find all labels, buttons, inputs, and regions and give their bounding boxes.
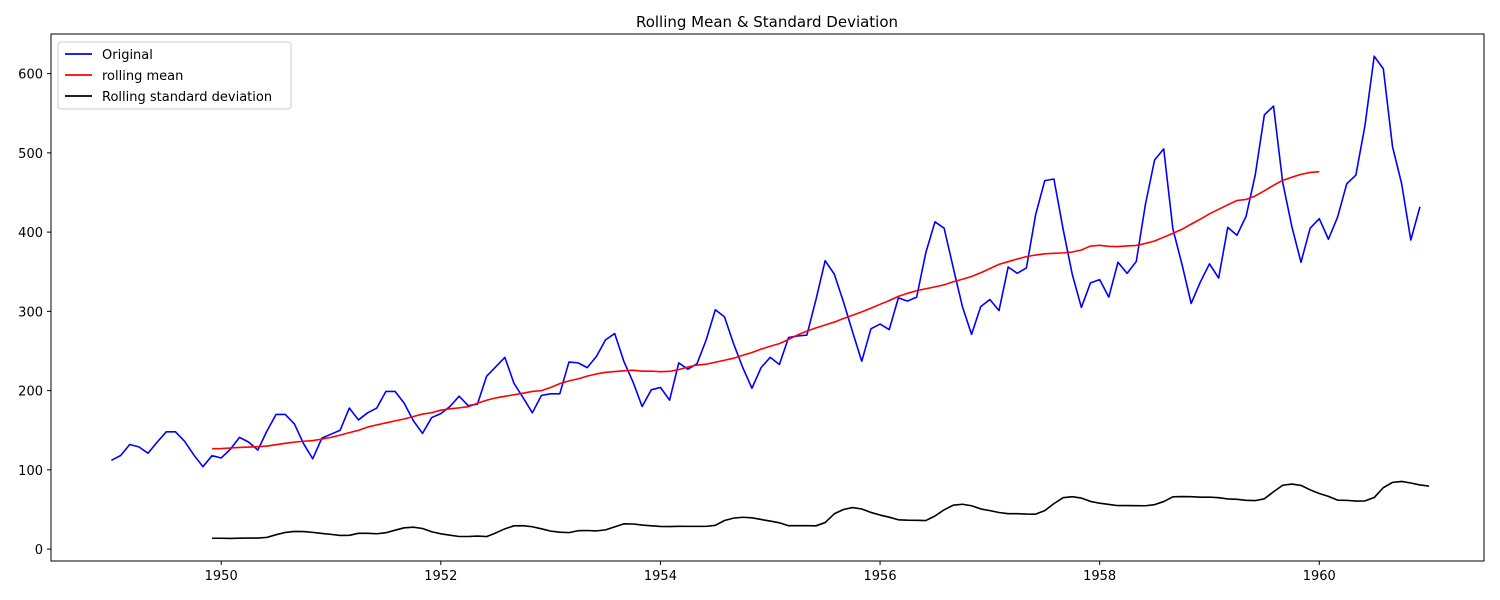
legend-box — [57, 41, 292, 110]
series-line-2 — [212, 480, 1430, 540]
x-tick-label: 1952 — [424, 569, 457, 584]
legend-label: Original — [102, 48, 153, 63]
legend-label: Rolling standard deviation — [102, 90, 272, 105]
y-tick-label: 600 — [18, 68, 43, 83]
y-axis: 0 100 200 300 400 500 600 — [18, 68, 51, 558]
y-tick-label: 400 — [18, 226, 43, 241]
x-tick-label: 1956 — [864, 569, 897, 584]
plot-frame — [50, 33, 1485, 562]
y-tick-label: 0 — [35, 543, 43, 558]
legend: Original rolling mean Rolling standard dev… — [57, 41, 292, 110]
series-line-0 — [111, 55, 1421, 468]
x-tick-label: 1958 — [1083, 569, 1116, 584]
series-line-1 — [212, 170, 1320, 450]
legend-label: rolling mean — [102, 69, 183, 84]
chart-title: Rolling Mean & Standard Deviation — [636, 13, 898, 31]
y-tick-label: 100 — [18, 464, 43, 479]
x-tick-label: 1950 — [205, 569, 238, 584]
series-layer — [111, 55, 1430, 540]
y-tick-label: 300 — [18, 305, 43, 320]
plot-background — [51, 34, 1484, 561]
x-axis: 1950 1952 1954 1956 1958 1960 — [205, 561, 1336, 584]
x-tick-label: 1954 — [644, 569, 677, 584]
y-tick-label: 200 — [18, 385, 43, 400]
x-tick-label: 1960 — [1303, 569, 1336, 584]
y-tick-label: 500 — [18, 147, 43, 162]
